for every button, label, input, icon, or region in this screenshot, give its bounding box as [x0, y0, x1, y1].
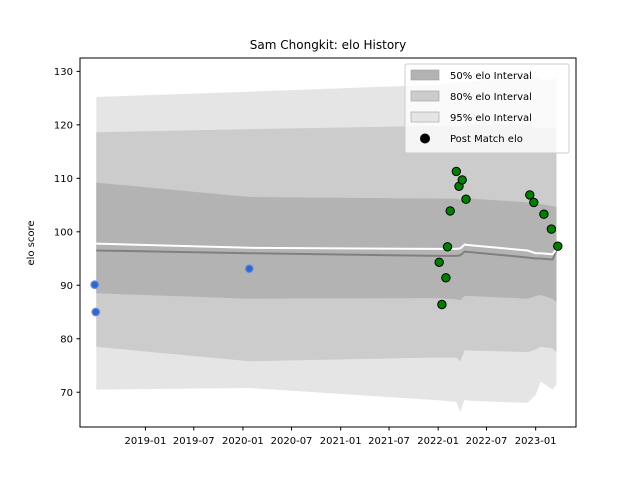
x-tick-label: 2021-07 — [368, 436, 410, 447]
post-match-point — [529, 197, 539, 208]
post-match-point — [445, 206, 455, 216]
legend-label: Post Match elo — [450, 134, 523, 145]
y-tick-label: 90 — [60, 281, 73, 292]
post-match-point-blue — [91, 307, 101, 317]
x-tick-label: 2020-07 — [271, 436, 313, 447]
legend-label: 80% elo Interval — [450, 92, 532, 103]
post-match-point — [553, 241, 563, 251]
legend-label: 50% elo Interval — [450, 71, 532, 82]
legend-label: 95% elo Interval — [450, 113, 532, 124]
post-match-point-blue — [244, 264, 254, 274]
post-match-point-blue — [90, 280, 100, 290]
legend-marker-swatch — [420, 133, 430, 144]
plot-frame — [79, 57, 577, 428]
legend-swatch — [410, 69, 440, 81]
x-tick-label: 2023-01 — [515, 436, 557, 447]
y-tick-label: 100 — [54, 227, 73, 238]
y-tick-label: 70 — [60, 388, 73, 399]
legend-swatch — [410, 90, 440, 102]
legend-swatch — [410, 111, 440, 123]
x-tick-label: 2021-01 — [320, 436, 362, 447]
y-tick-label: 120 — [54, 120, 73, 131]
post-match-point — [434, 257, 444, 267]
y-tick-label: 130 — [54, 67, 73, 78]
y-axis: 70 80 90 100 110 120 130 — [54, 67, 80, 399]
post-match-point — [442, 242, 453, 252]
x-tick-label: 2019-07 — [173, 436, 215, 447]
y-axis-label: elo score — [26, 220, 37, 265]
post-match-point — [461, 194, 471, 204]
mean-line — [96, 242, 558, 256]
median-line — [96, 249, 558, 261]
y-tick-label: 110 — [54, 174, 73, 185]
plot-area — [79, 57, 577, 428]
post-match-point — [525, 190, 535, 200]
y-tick-label: 80 — [60, 334, 73, 345]
legend-box — [404, 63, 570, 154]
post-match-point — [451, 166, 461, 177]
band-50 — [96, 182, 557, 303]
x-tick-label: 2022-07 — [466, 436, 508, 447]
post-match-point — [437, 299, 447, 310]
chart-title: Sam Chongkit: elo History — [250, 38, 406, 52]
legend: 50% elo Interval 80% elo Interval 95% elo … — [404, 63, 570, 154]
x-tick-label: 2022-01 — [417, 436, 459, 447]
post-match-point — [546, 224, 557, 234]
estimate-lines — [96, 242, 558, 261]
post-match-point — [539, 209, 549, 219]
post-match-point — [457, 175, 467, 185]
x-axis: 2019-01 2019-07 2020-01 2020-07 2021-01 2021-… — [125, 427, 557, 447]
x-tick-label: 2019-01 — [125, 436, 167, 447]
post-match-point — [441, 273, 451, 283]
post-match-points — [90, 166, 563, 317]
x-tick-label: 2020-01 — [222, 436, 264, 447]
